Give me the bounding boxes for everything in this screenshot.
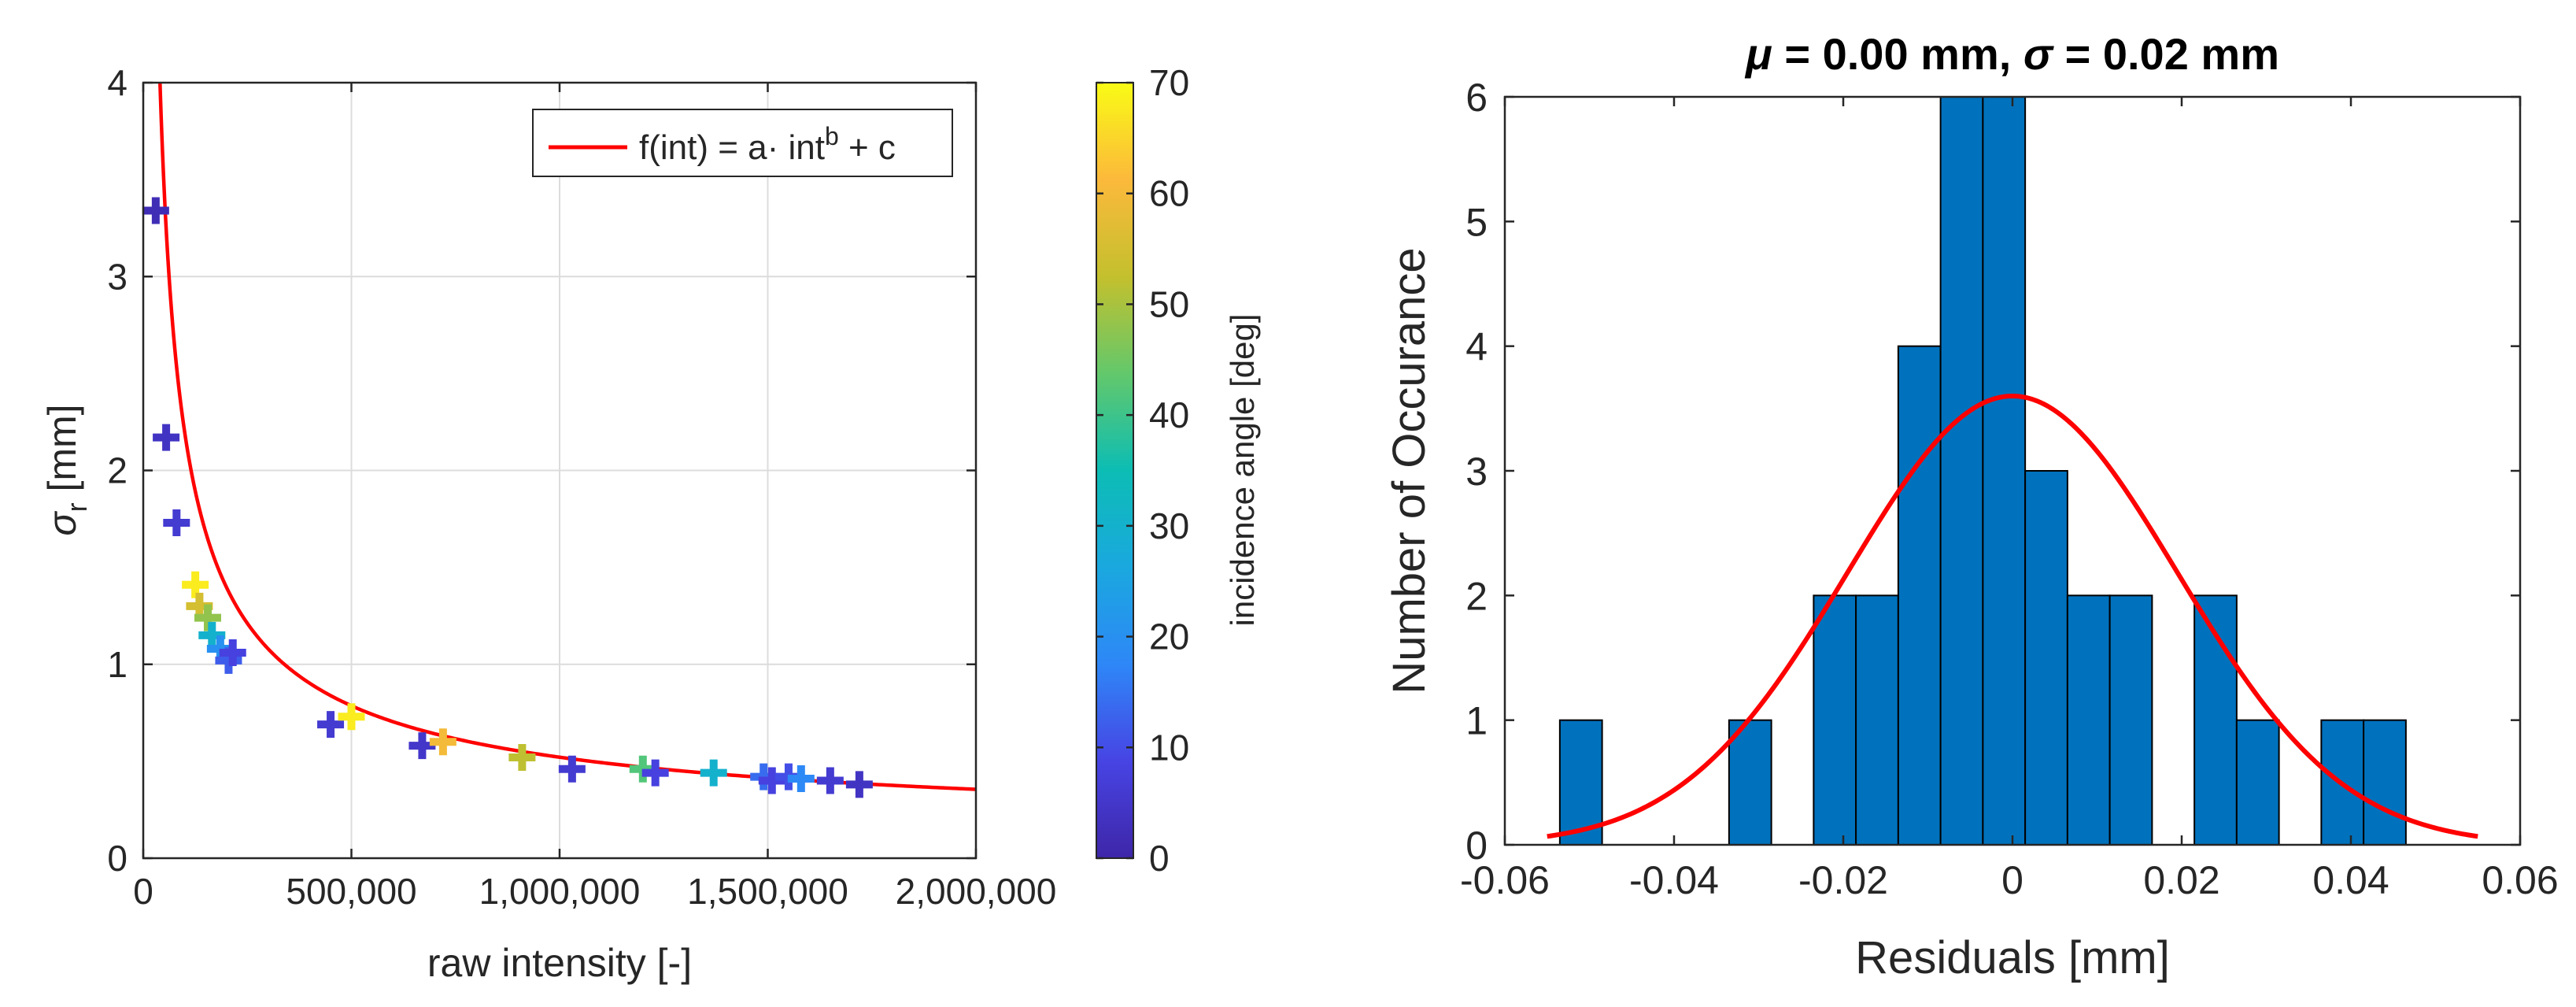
right-x-tick-label: -0.06 — [1460, 858, 1550, 902]
right-y-tick-label: 3 — [1465, 450, 1488, 494]
scatter-point — [219, 639, 246, 666]
scatter-point — [182, 571, 209, 598]
scatter-panel: 0 500,000 1,000,000 1,500,000 2,000,000 0 1 2 3 4… — [40, 62, 1261, 985]
left-x-tick-label: 500,000 — [286, 871, 416, 912]
left-x-tick-label: 2,000,000 — [896, 871, 1057, 912]
left-ticks: 0 500,000 1,000,000 1,500,000 2,000,000 0 1 2 3 4 — [107, 62, 1056, 912]
normal-fit-curve — [1547, 393, 2478, 839]
right-ticks: -0.06 -0.04 -0.02 0 0.02 0.04 0.06 0 1 2 3 4 5 6 — [1460, 76, 2559, 902]
scatter-point — [508, 743, 536, 771]
histogram-bar — [1982, 96, 2027, 846]
colorbar-label: incidence angle [deg] — [1224, 314, 1261, 627]
histogram-bar — [2024, 470, 2068, 846]
left-y-tick-label: 3 — [107, 256, 128, 297]
right-x-tick-label: 0.04 — [2312, 858, 2389, 902]
left-y-axis-label: σr [mm] — [40, 404, 93, 535]
legend-fit-label: f(int) = a· intb + c — [639, 122, 896, 167]
right-y-tick-label: 4 — [1465, 325, 1488, 369]
histogram-bar — [1939, 96, 1984, 846]
colorbar: 0 10 20 30 40 50 60 70 incidence angle [deg] — [1096, 62, 1261, 879]
right-x-tick-label: -0.04 — [1629, 858, 1719, 902]
normal-fit-path — [1547, 393, 2478, 839]
scatter-point — [787, 765, 815, 793]
colorbar-tick-label: 20 — [1149, 616, 1189, 657]
histogram-bar — [1813, 594, 1857, 846]
scatter-point — [194, 604, 221, 631]
scatter-point — [338, 703, 365, 731]
histogram-bar — [2363, 719, 2407, 846]
scatter-point — [845, 771, 873, 798]
histogram-bars — [1558, 96, 2407, 846]
colorbar-tick-label: 40 — [1149, 394, 1189, 435]
histogram-bar — [1728, 719, 1772, 846]
right-y-tick-label: 1 — [1465, 699, 1488, 743]
right-x-tick-label: 0 — [2001, 858, 2023, 902]
scatter-point — [700, 759, 727, 787]
left-y-tick-label: 2 — [107, 450, 128, 491]
colorbar-tick-label: 30 — [1149, 505, 1189, 546]
right-y-tick-label: 0 — [1465, 824, 1488, 868]
scatter-point — [558, 755, 586, 783]
right-y-tick-label: 2 — [1465, 574, 1488, 618]
right-y-tick-label: 5 — [1465, 200, 1488, 244]
scatter-point — [429, 728, 456, 756]
colorbar-tick-label: 70 — [1149, 62, 1189, 103]
histogram-bar — [1855, 594, 1899, 846]
right-y-axis-label: Number of Occurance — [1384, 247, 1435, 694]
right-y-tick-label: 6 — [1465, 76, 1488, 120]
histogram-bar — [2108, 594, 2153, 846]
colorbar-ticks: 0 10 20 30 40 50 60 70 — [1096, 62, 1189, 879]
colorbar-tick-label: 0 — [1149, 838, 1170, 879]
legend: f(int) = a· intb + c — [532, 109, 953, 177]
colorbar-gradient — [1096, 82, 1134, 859]
colorbar-tick-label: 60 — [1149, 173, 1189, 214]
left-y-tick-label: 4 — [107, 62, 128, 103]
left-x-tick-label: 0 — [133, 871, 153, 912]
right-title: μ = 0.00 mm, σ = 0.02 mm — [1744, 29, 2279, 79]
scatter-point — [153, 424, 180, 451]
histogram-bar — [1558, 719, 1603, 846]
legend-box — [532, 109, 953, 177]
left-x-axis-label: raw intensity [-] — [427, 941, 692, 985]
left-x-tick-label: 1,000,000 — [479, 871, 641, 912]
colorbar-tick-label: 50 — [1149, 283, 1189, 324]
scatter-point — [317, 711, 345, 739]
left-x-tick-label: 1,500,000 — [687, 871, 848, 912]
scatter-points — [142, 197, 873, 798]
scatter-point — [198, 621, 226, 649]
histogram-bar — [2235, 719, 2280, 846]
right-x-axis-label: Residuals [mm] — [1855, 932, 2170, 983]
left-grid — [143, 83, 976, 858]
left-y-tick-label: 0 — [107, 838, 128, 879]
right-x-tick-label: -0.02 — [1798, 858, 1888, 902]
scatter-point — [163, 509, 190, 536]
scatter-point — [816, 767, 844, 794]
colorbar-tick-label: 10 — [1149, 727, 1189, 768]
scatter-point — [641, 759, 669, 787]
right-x-tick-label: 0.06 — [2482, 858, 2558, 902]
histogram-bar — [1897, 345, 1942, 846]
histogram-bar — [2066, 594, 2111, 846]
left-y-tick-label: 1 — [107, 644, 128, 685]
histogram-panel: -0.06 -0.04 -0.02 0 0.02 0.04 0.06 0 1 2 3 4 5 6 μ = … — [1384, 29, 2559, 983]
right-x-tick-label: 0.02 — [2143, 858, 2219, 902]
scatter-point — [142, 197, 169, 224]
